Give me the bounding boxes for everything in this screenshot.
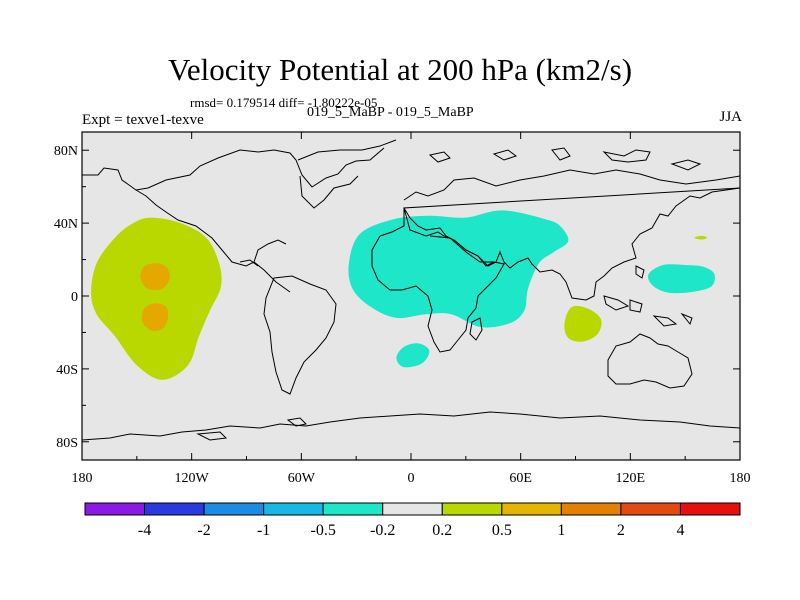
colorbar-swatch: [501, 502, 562, 516]
y-tick-label: 0: [71, 290, 78, 305]
x-tick-label: 120W: [175, 471, 210, 486]
colorbar: -4 -2 -1 -0.5 -0.2 0.2 0.5 1 2 4: [84, 502, 741, 539]
y-tick-label: 40S: [56, 363, 78, 378]
x-tick-label: 180: [72, 471, 93, 486]
colorbar-swatch: [144, 502, 205, 516]
x-tick-label: 120E: [616, 471, 646, 486]
experiment-label: Expt = texve1-texve: [82, 112, 204, 128]
colorbar-label: 2: [617, 522, 625, 539]
rmsd-diff-stats: rmsd= 0.179514 diff= -1.80222e-05: [190, 95, 378, 110]
x-tick-label: 60E: [509, 471, 532, 486]
contour-region-north-pacific-small-positive: [694, 235, 708, 240]
colorbar-label: 1: [557, 522, 565, 539]
colorbar-label: -0.2: [370, 522, 395, 539]
colorbar-label: -0.5: [311, 522, 336, 539]
colorbar-swatch: [263, 502, 324, 516]
colorbar-label: -4: [138, 522, 151, 539]
colorbar-label: -2: [197, 522, 210, 539]
colorbar-swatch: [322, 502, 384, 516]
contour-region-africa-eurasia-negative: [348, 210, 569, 328]
colorbar-label: -1: [257, 522, 270, 539]
contour-region-indian-ocean-positive: [564, 305, 602, 342]
y-tick-label: 80S: [56, 436, 78, 451]
contour-region-west-pacific-negative: [647, 264, 715, 294]
colorbar-label: 0.2: [432, 522, 452, 539]
colorbar-swatch: [382, 502, 443, 516]
contour-region-pacific-max-north: [140, 263, 170, 291]
colorbar-label: 0.5: [492, 522, 512, 539]
colorbar-swatch: [203, 502, 265, 516]
x-tick-label: 180: [730, 471, 751, 486]
colorbar-swatch: [441, 502, 503, 516]
colorbar-label: 4: [676, 522, 684, 539]
contour-regions: [91, 210, 715, 380]
case-names-label: 019_5_MaBP - 019_5_MaBP: [307, 105, 474, 120]
colorbar-swatch: [620, 502, 681, 516]
season-label: JJA: [719, 109, 742, 125]
contour-region-pacific-max-south: [141, 303, 169, 332]
x-tick-label: 60W: [288, 471, 316, 486]
colorbar-swatch: [560, 502, 622, 516]
chart-title: Velocity Potential at 200 hPa (km2/s): [167, 52, 633, 87]
contour-region-central-pacific-positive: [91, 217, 222, 380]
map-axes: 180 120W 60W 0 60E 120E 180 80N 40N 0 40S 80S: [54, 131, 751, 486]
contour-region-indian-ocean-negative: [396, 343, 430, 368]
colorbar-swatch: [679, 502, 741, 516]
coastlines: [81, 139, 741, 441]
y-tick-label: 40N: [54, 217, 78, 232]
y-tick-label: 80N: [54, 144, 78, 159]
x-tick-label: 0: [408, 471, 415, 486]
colorbar-swatch: [84, 502, 146, 516]
